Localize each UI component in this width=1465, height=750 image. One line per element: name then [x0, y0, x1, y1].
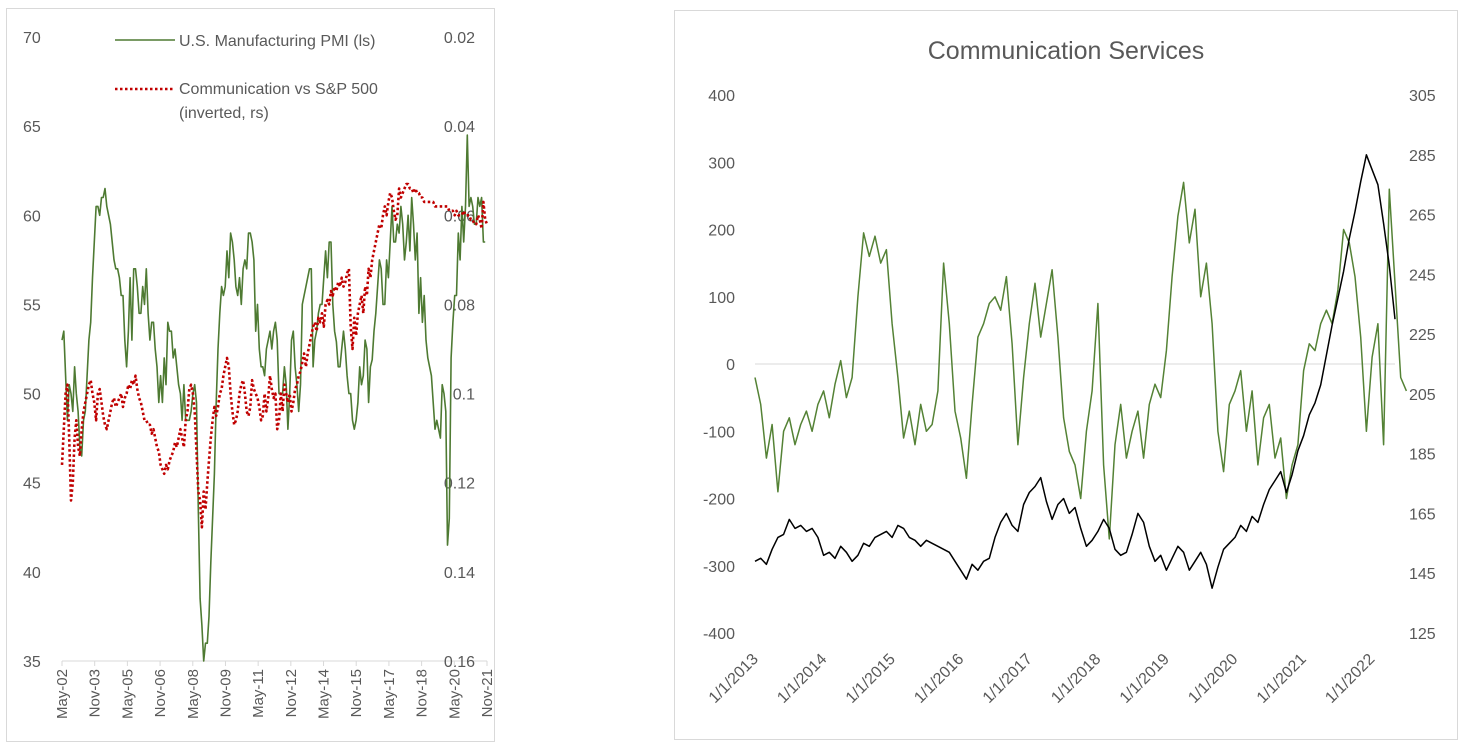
right-y-tick-label: 0.08 [444, 297, 475, 314]
left-y-tick-label: -100 [703, 424, 735, 441]
legend-label-pmi: U.S. Manufacturing PMI (ls) [179, 33, 376, 50]
black-series-line [754, 154, 1396, 589]
x-tick-label: 1/1/2015 [843, 651, 899, 707]
right-y-tick-label: 185 [1409, 447, 1436, 464]
right-y-tick-label: 0.14 [444, 565, 475, 582]
x-tick-label: 1/1/2016 [911, 651, 967, 707]
right-y-tick-label: 145 [1409, 566, 1436, 583]
right-y-tick-label: 125 [1409, 626, 1436, 643]
left-y-tick-label: 70 [23, 30, 41, 47]
legend-label-communication-line2: (inverted, rs) [179, 105, 269, 122]
legend-label-communication-line1: Communication vs S&P 500 [179, 81, 378, 98]
x-tick-label: May-20 [446, 669, 463, 719]
x-tick-label: Nov-12 [283, 669, 300, 717]
left-y-tick-label: 45 [23, 476, 41, 493]
x-tick-label: Nov-21 [479, 669, 496, 717]
x-tick-label: 1/1/2019 [1117, 651, 1173, 707]
right-y-tick-label: 0.02 [444, 30, 475, 47]
x-tick-label: 1/1/2013 [706, 651, 762, 707]
x-tick-label: May-05 [119, 669, 136, 719]
left-y-tick-label: 60 [23, 208, 41, 225]
left-y-tick-label: 300 [708, 155, 735, 172]
x-tick-label: May-14 [316, 669, 333, 719]
left-y-tick-label: 200 [708, 223, 735, 240]
x-tick-label: 1/1/2020 [1185, 651, 1241, 707]
right-y-tick-label: 0.06 [444, 208, 475, 225]
x-tick-label: 1/1/2021 [1254, 651, 1310, 707]
x-tick-label: 1/1/2014 [774, 651, 830, 707]
left-y-tick-label: 65 [23, 119, 41, 136]
right-y-tick-label: 165 [1409, 506, 1436, 523]
x-tick-label: Nov-18 [414, 669, 431, 717]
x-tick-label: May-17 [381, 669, 398, 719]
right-y-tick-label: 285 [1409, 148, 1436, 165]
x-tick-label: Nov-06 [152, 669, 169, 717]
x-tick-label: 1/1/2022 [1322, 651, 1378, 707]
right-chart-svg: Communication Services 400 300 200 100 0 -100… [703, 37, 1436, 707]
x-tick-label: May-02 [54, 669, 71, 719]
right-y-tick-label: 0.16 [444, 654, 475, 671]
left-chart-panel: 35 40 45 50 55 60 65 70 0.16 0.14 0.12 0.1 0.08 0.06 0… [6, 8, 496, 742]
x-tick-label: 1/1/2018 [1048, 651, 1104, 707]
chart-title: Communication Services [928, 37, 1205, 65]
right-y-tick-label: 0.04 [444, 119, 475, 136]
right-y-tick-label: 0.12 [444, 476, 475, 493]
left-y-tick-label: 400 [708, 88, 735, 105]
right-y-tick-label: 265 [1409, 208, 1436, 225]
pmi-series-line [61, 134, 486, 662]
x-tick-label: May-08 [185, 669, 202, 719]
left-y-tick-label: 55 [23, 297, 41, 314]
right-y-tick-label: 305 [1409, 88, 1436, 105]
left-y-tick-label: 0 [726, 357, 735, 374]
left-y-tick-label: -400 [703, 626, 735, 643]
green-series-line [754, 181, 1408, 540]
left-chart-svg: 35 40 45 50 55 60 65 70 0.16 0.14 0.12 0.1 0.08 0.06 0… [23, 30, 496, 719]
left-y-tick-label: 100 [708, 290, 735, 307]
communication-ratio-series-line [60, 182, 489, 529]
x-tick-label: Nov-15 [348, 669, 365, 717]
x-tick-label: 1/1/2017 [980, 651, 1036, 707]
x-tick-label: Nov-03 [87, 669, 104, 717]
x-tick-label: May-11 [250, 669, 267, 718]
right-y-tick-label: 245 [1409, 267, 1436, 284]
right-y-tick-label: 205 [1409, 387, 1436, 404]
x-tick-label: Nov-09 [217, 669, 234, 717]
right-y-tick-label: 225 [1409, 327, 1436, 344]
left-y-tick-label: -300 [703, 559, 735, 576]
left-y-tick-label: -200 [703, 492, 735, 509]
left-y-tick-label: 40 [23, 565, 41, 582]
left-y-tick-label: 35 [23, 654, 41, 671]
right-y-tick-label: 0.1 [453, 387, 475, 404]
left-y-tick-label: 50 [23, 387, 41, 404]
right-chart-panel: Communication Services 400 300 200 100 0 -100… [674, 10, 1458, 740]
